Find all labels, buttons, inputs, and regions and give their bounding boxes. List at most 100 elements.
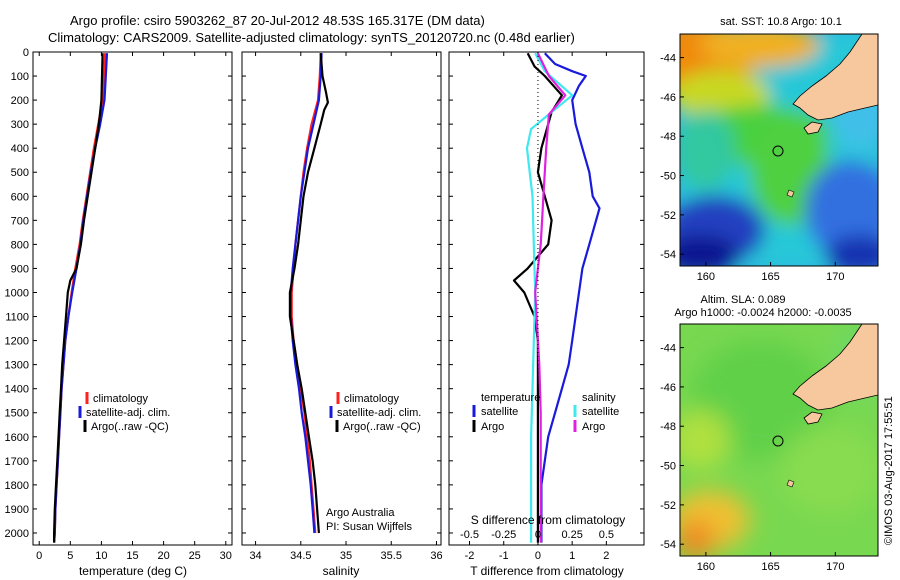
lon-tick-label: 160 bbox=[697, 561, 715, 573]
depth-tick-label: 1400 bbox=[5, 384, 29, 396]
depth-tick-label: 100 bbox=[11, 71, 29, 83]
depth-tick-label: 1700 bbox=[5, 456, 29, 468]
x-tick-label: 10 bbox=[95, 550, 107, 562]
depth-tick-label: 900 bbox=[11, 263, 29, 275]
salinity-panel-frame bbox=[241, 51, 442, 546]
temperature-xlabel: temperature (deg C) bbox=[79, 564, 187, 578]
temperature-panel-frame bbox=[32, 51, 233, 546]
legend-head-salinity: salinity bbox=[582, 392, 616, 404]
x-tick-label: 1 bbox=[569, 550, 575, 562]
s-diff-tick-label: 0.25 bbox=[561, 529, 582, 541]
depth-axis: 0 100 200 300 400 500 600 700 800 900 1000 1100 1200… bbox=[5, 47, 29, 540]
temperature-panel: 0 5 10 15 20 25 30 bbox=[33, 51, 232, 562]
legend-label-argo: Argo(..raw -QC) bbox=[91, 421, 169, 433]
depth-tick-label: 600 bbox=[11, 191, 29, 203]
depth-tick-label: 1200 bbox=[5, 336, 29, 348]
legend-label-temp-argo: Argo bbox=[481, 421, 504, 433]
series-line-satellite-adj-clim- bbox=[289, 53, 323, 534]
legend-label-argo: Argo(..raw -QC) bbox=[343, 421, 421, 433]
depth-tick-label: 700 bbox=[11, 215, 29, 227]
lat-tick-label: -54 bbox=[660, 539, 676, 551]
x-tick-label: 0 bbox=[36, 550, 42, 562]
sst-map-axes: 160 165 170 -44 -46 -48 -50 -52 -54 bbox=[660, 53, 844, 283]
difference-legend: temperature salinity satellite Argo sate… bbox=[472, 392, 619, 433]
lon-tick-label: 170 bbox=[826, 271, 844, 283]
lat-tick-label: -48 bbox=[660, 131, 676, 143]
s-diff-tick-label: -0.25 bbox=[491, 529, 516, 541]
sla-map-title: Altim. SLA: 0.089 bbox=[701, 294, 786, 306]
temperature-legend: climatology satellite-adj. clim. Argo(..… bbox=[78, 392, 170, 433]
salinity-legend: climatology satellite-adj. clim. Argo(..… bbox=[326, 392, 421, 533]
lat-tick-label: -50 bbox=[660, 171, 676, 183]
lat-tick-label: -50 bbox=[660, 461, 676, 473]
depth-tick-label: 1500 bbox=[5, 408, 29, 420]
legend-label-sal-argo: Argo bbox=[582, 421, 605, 433]
x-tick-label: 34.5 bbox=[290, 550, 311, 562]
x-tick-label: 2 bbox=[603, 550, 609, 562]
series-line-argo-raw-qc- bbox=[52, 53, 104, 543]
lat-tick-label: -44 bbox=[660, 343, 676, 355]
legend-label-satellite: satellite-adj. clim. bbox=[86, 407, 170, 419]
x-tick-label: -1 bbox=[499, 550, 509, 562]
series-line-temperature-satellite bbox=[540, 52, 601, 543]
x-tick-label: 5 bbox=[67, 550, 73, 562]
x-tick-label: 15 bbox=[126, 550, 138, 562]
salinity-panel: 34 34.5 35 35.5 36 bbox=[242, 51, 443, 562]
legend-label-temp-satellite: satellite bbox=[481, 406, 518, 418]
depth-tick-label: 1300 bbox=[5, 360, 29, 372]
lat-tick-label: -48 bbox=[660, 421, 676, 433]
lat-tick-label: -46 bbox=[660, 382, 676, 394]
depth-tick-label: 300 bbox=[11, 119, 29, 131]
x-tick-label: 35 bbox=[340, 550, 352, 562]
depth-tick-label: 1600 bbox=[5, 432, 29, 444]
credit-argo-australia: Argo Australia bbox=[326, 507, 395, 519]
legend-label-climatology: climatology bbox=[344, 393, 400, 405]
sla-map-subtitle: Argo h1000: -0.0024 h2000: -0.0035 bbox=[674, 307, 851, 319]
sst-map-frame bbox=[679, 33, 879, 267]
imos-watermark: ©IMOS 03-Aug-2017 17:55:51 bbox=[883, 396, 895, 545]
s-diff-tick-label: 0.5 bbox=[599, 529, 614, 541]
t-difference-xlabel: T difference from climatology bbox=[470, 564, 624, 578]
x-tick-label: 25 bbox=[189, 550, 201, 562]
s-diff-tick-label: -0.5 bbox=[460, 529, 479, 541]
depth-tick-label: 1800 bbox=[5, 480, 29, 492]
x-tick-label: 30 bbox=[220, 550, 232, 562]
sla-map-frame bbox=[679, 323, 879, 557]
lat-tick-label: -44 bbox=[660, 53, 676, 65]
lat-tick-label: -52 bbox=[660, 500, 676, 512]
series-line-argo-raw-qc- bbox=[288, 53, 329, 534]
lat-tick-label: -46 bbox=[660, 92, 676, 104]
series-line-salinity-argo bbox=[534, 52, 567, 543]
depth-tick-label: 1000 bbox=[5, 287, 29, 299]
depth-tick-label: 500 bbox=[11, 167, 29, 179]
s-difference-top-label: S difference from climatology bbox=[471, 513, 626, 527]
legend-label-climatology: climatology bbox=[93, 393, 149, 405]
lat-tick-label: -52 bbox=[660, 210, 676, 222]
x-tick-label: 35.5 bbox=[381, 550, 402, 562]
salinity-xlabel: salinity bbox=[323, 564, 360, 578]
lon-tick-label: 165 bbox=[761, 561, 779, 573]
series-line-salinity-satellite bbox=[525, 52, 574, 543]
legend-label-sal-satellite: satellite bbox=[582, 406, 619, 418]
depth-tick-label: 1900 bbox=[5, 504, 29, 516]
depth-tick-label: 800 bbox=[11, 239, 29, 251]
x-tick-label: 34 bbox=[249, 550, 261, 562]
x-tick-label: -2 bbox=[465, 550, 475, 562]
lon-tick-label: 160 bbox=[697, 271, 715, 283]
depth-tick-label: 400 bbox=[11, 143, 29, 155]
sst-map bbox=[680, 34, 878, 266]
s-diff-tick-label: 0 bbox=[535, 529, 541, 541]
lon-tick-label: 170 bbox=[826, 561, 844, 573]
lat-tick-label: -54 bbox=[660, 249, 676, 261]
depth-tick-label: 200 bbox=[11, 95, 29, 107]
sst-map-title: sat. SST: 10.8 Argo: 10.1 bbox=[720, 16, 842, 28]
lon-tick-label: 165 bbox=[761, 271, 779, 283]
depth-tick-label: 0 bbox=[23, 47, 29, 59]
sla-map bbox=[680, 324, 878, 556]
sla-map-axes: 160 165 170 -44 -46 -48 -50 -52 -54 bbox=[660, 343, 844, 573]
difference-panel-frame bbox=[448, 51, 645, 546]
x-tick-label: 20 bbox=[157, 550, 169, 562]
depth-tick-label: 1100 bbox=[5, 312, 29, 324]
depth-tick-label: 2000 bbox=[5, 528, 29, 540]
